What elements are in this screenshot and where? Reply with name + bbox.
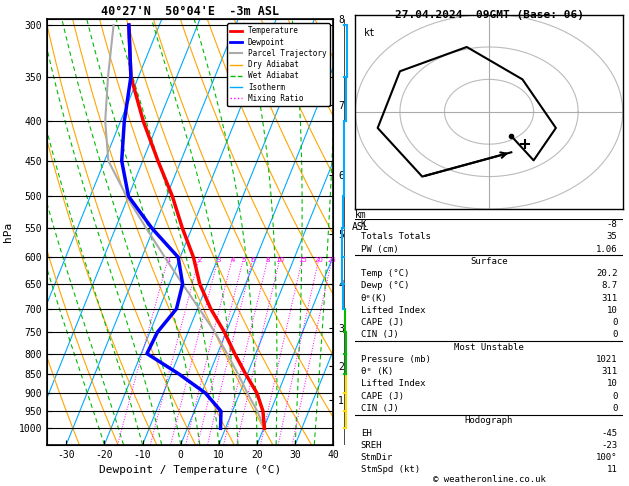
Text: 6: 6	[251, 257, 255, 263]
Text: © weatheronline.co.uk: © weatheronline.co.uk	[433, 474, 545, 484]
Text: K: K	[361, 220, 366, 229]
Text: 4: 4	[230, 257, 235, 263]
Text: 11: 11	[606, 465, 618, 474]
Text: Surface: Surface	[470, 257, 508, 266]
Text: Most Unstable: Most Unstable	[454, 343, 524, 352]
Text: StmDir: StmDir	[361, 453, 393, 462]
Text: 311: 311	[601, 294, 618, 303]
X-axis label: Dewpoint / Temperature (°C): Dewpoint / Temperature (°C)	[99, 465, 281, 475]
Text: Lifted Index: Lifted Index	[361, 380, 425, 388]
Text: 15: 15	[298, 257, 307, 263]
Text: 1: 1	[166, 257, 170, 263]
Text: PW (cm): PW (cm)	[361, 244, 398, 254]
Title: 40°27'N  50°04'E  -3m ASL: 40°27'N 50°04'E -3m ASL	[101, 5, 279, 18]
Text: 0: 0	[612, 392, 618, 401]
Text: -8: -8	[606, 220, 618, 229]
Text: CAPE (J): CAPE (J)	[361, 392, 404, 401]
Text: θᵉ(K): θᵉ(K)	[361, 294, 387, 303]
Text: -23: -23	[601, 441, 618, 450]
Text: Lifted Index: Lifted Index	[361, 306, 425, 315]
Text: EH: EH	[361, 429, 372, 437]
Text: CIN (J): CIN (J)	[361, 330, 398, 339]
Text: 1.06: 1.06	[596, 244, 618, 254]
Text: StmSpd (kt): StmSpd (kt)	[361, 465, 420, 474]
Text: Pressure (mb): Pressure (mb)	[361, 355, 431, 364]
Text: 20.2: 20.2	[596, 269, 618, 278]
Text: 35: 35	[606, 232, 618, 241]
Text: kt: kt	[364, 28, 376, 38]
Legend: Temperature, Dewpoint, Parcel Trajectory, Dry Adiabat, Wet Adiabat, Isotherm, Mi: Temperature, Dewpoint, Parcel Trajectory…	[227, 23, 330, 106]
Text: θᵉ (K): θᵉ (K)	[361, 367, 393, 376]
Text: 100°: 100°	[596, 453, 618, 462]
Y-axis label: hPa: hPa	[3, 222, 13, 242]
Text: 8.7: 8.7	[601, 281, 618, 290]
Text: 5: 5	[242, 257, 246, 263]
Text: 0: 0	[612, 318, 618, 327]
Text: SREH: SREH	[361, 441, 382, 450]
Text: CIN (J): CIN (J)	[361, 404, 398, 413]
Text: 20: 20	[314, 257, 323, 263]
Text: -45: -45	[601, 429, 618, 437]
Text: 10: 10	[606, 306, 618, 315]
Text: Dewp (°C): Dewp (°C)	[361, 281, 409, 290]
Text: 0: 0	[612, 404, 618, 413]
Text: 10: 10	[606, 380, 618, 388]
Text: 1021: 1021	[596, 355, 618, 364]
Text: 27.04.2024  09GMT (Base: 06): 27.04.2024 09GMT (Base: 06)	[394, 10, 584, 20]
Text: 311: 311	[601, 367, 618, 376]
Text: Hodograph: Hodograph	[465, 416, 513, 425]
Text: 2: 2	[197, 257, 201, 263]
Text: CAPE (J): CAPE (J)	[361, 318, 404, 327]
Text: Temp (°C): Temp (°C)	[361, 269, 409, 278]
Text: 10: 10	[276, 257, 285, 263]
Text: 8: 8	[266, 257, 270, 263]
Text: Totals Totals: Totals Totals	[361, 232, 431, 241]
Y-axis label: km
ASL: km ASL	[352, 210, 370, 232]
Text: 3: 3	[216, 257, 221, 263]
Text: 25: 25	[328, 257, 337, 263]
Text: 0: 0	[612, 330, 618, 339]
